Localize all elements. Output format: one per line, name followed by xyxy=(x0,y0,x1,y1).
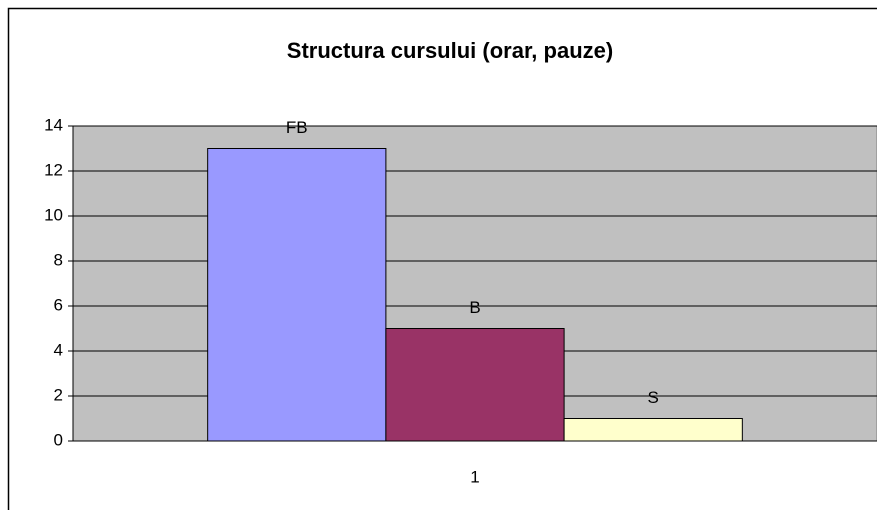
data-label: S xyxy=(648,388,659,407)
y-tick-label: 10 xyxy=(44,205,63,224)
data-label: FB xyxy=(286,118,308,137)
y-tick-label: 8 xyxy=(54,250,63,269)
bar xyxy=(207,148,387,442)
y-tick-label: 0 xyxy=(54,430,63,449)
y-tick-label: 12 xyxy=(44,160,63,179)
chart-title: Structura cursului (orar, pauze) xyxy=(287,38,613,63)
x-tick-label: 1 xyxy=(470,467,479,486)
bar xyxy=(563,418,743,442)
y-tick-label: 6 xyxy=(54,295,63,314)
data-label: B xyxy=(469,298,480,317)
y-tick-label: 14 xyxy=(44,115,63,134)
bar xyxy=(385,328,565,442)
y-tick-label: 2 xyxy=(54,385,63,404)
y-tick-label: 4 xyxy=(54,340,63,359)
